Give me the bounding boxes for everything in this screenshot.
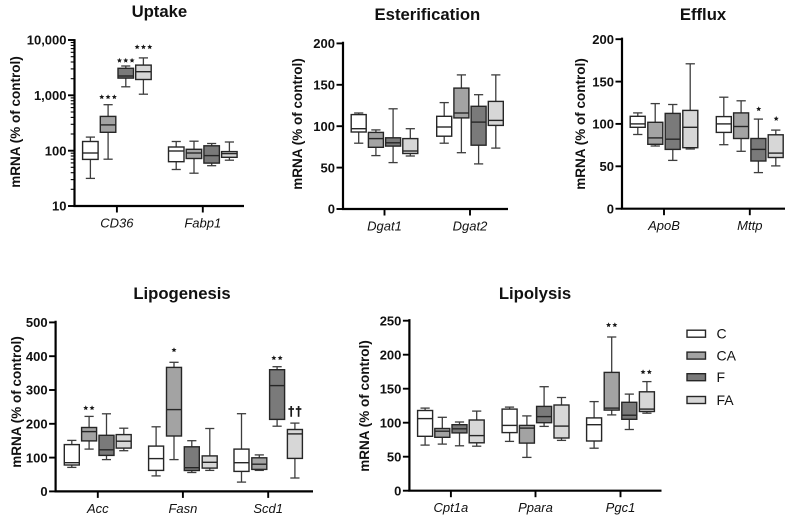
svg-text:Fasn: Fasn: [168, 501, 197, 516]
svg-text:0: 0: [328, 202, 335, 217]
svg-text:Uptake: Uptake: [132, 2, 188, 21]
svg-text:100: 100: [26, 450, 48, 465]
svg-text:Scd1: Scd1: [253, 501, 283, 516]
svg-text:mRNA (% of control): mRNA (% of control): [357, 340, 372, 472]
svg-text:250: 250: [380, 313, 402, 328]
svg-text:0: 0: [607, 201, 614, 216]
svg-text:mRNA (% of control): mRNA (% of control): [290, 58, 305, 190]
svg-text:100: 100: [380, 415, 402, 430]
svg-text:Esterification: Esterification: [375, 5, 481, 24]
svg-text:150: 150: [592, 74, 614, 89]
svg-text:mRNA (% of control): mRNA (% of control): [9, 336, 24, 468]
svg-text:Dgat1: Dgat1: [367, 219, 402, 234]
svg-text:200: 200: [313, 36, 335, 51]
svg-text:10,000: 10,000: [27, 33, 67, 48]
svg-text:400: 400: [26, 349, 48, 364]
svg-text:0: 0: [40, 484, 47, 499]
svg-text:200: 200: [26, 417, 48, 432]
svg-text:F: F: [717, 369, 726, 385]
svg-text:50: 50: [600, 159, 614, 174]
svg-text:150: 150: [313, 78, 335, 93]
svg-text:Ppara: Ppara: [518, 500, 553, 515]
svg-text:1,000: 1,000: [34, 88, 67, 103]
svg-text:500: 500: [26, 315, 48, 330]
svg-text:mRNA (% of control): mRNA (% of control): [573, 58, 588, 190]
svg-text:FA: FA: [717, 392, 735, 408]
svg-text:10: 10: [52, 199, 66, 214]
svg-text:200: 200: [380, 347, 402, 362]
svg-text:Acc: Acc: [86, 501, 109, 516]
svg-text:Lipolysis: Lipolysis: [499, 284, 571, 303]
svg-text:C: C: [717, 326, 727, 342]
svg-text:Dgat2: Dgat2: [453, 219, 488, 234]
svg-text:CD36: CD36: [100, 216, 134, 231]
svg-text:Fabp1: Fabp1: [184, 216, 221, 231]
svg-text:200: 200: [592, 32, 614, 47]
svg-text:50: 50: [387, 449, 401, 464]
svg-text:Pgc1: Pgc1: [606, 500, 636, 515]
svg-text:100: 100: [592, 117, 614, 132]
svg-text:Mttp: Mttp: [737, 218, 762, 233]
svg-text:100: 100: [313, 119, 335, 134]
svg-text:0: 0: [394, 483, 401, 498]
svg-text:CA: CA: [717, 348, 737, 364]
svg-text:150: 150: [380, 381, 402, 396]
svg-text:mRNA (% of control): mRNA (% of control): [8, 56, 23, 188]
svg-text:ApoB: ApoB: [647, 218, 680, 233]
svg-text:100: 100: [45, 143, 67, 158]
svg-text:Lipogenesis: Lipogenesis: [133, 284, 230, 303]
svg-text:Cpt1a: Cpt1a: [434, 500, 469, 515]
svg-text:50: 50: [321, 160, 335, 175]
svg-text:Efflux: Efflux: [680, 5, 727, 24]
svg-text:300: 300: [26, 383, 48, 398]
